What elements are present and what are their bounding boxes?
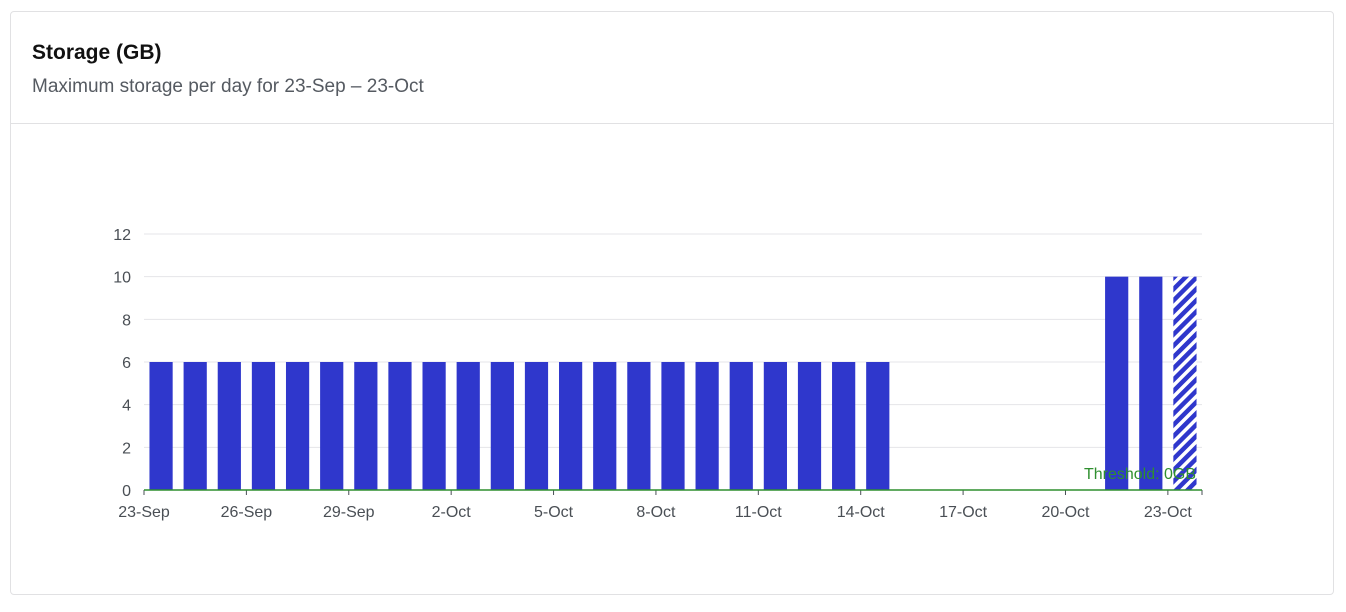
bar[interactable] — [695, 362, 719, 490]
card-header: Storage (GB) Maximum storage per day for… — [11, 12, 1333, 124]
bar[interactable] — [797, 362, 822, 490]
bar[interactable] — [354, 362, 378, 490]
x-tick-label: 11-Oct — [735, 504, 782, 521]
card-subtitle: Maximum storage per day for 23-Sep – 23-… — [32, 76, 424, 97]
y-tick-label: 0 — [122, 483, 131, 500]
bar[interactable] — [832, 362, 856, 490]
bar[interactable] — [559, 362, 583, 490]
bar[interactable] — [866, 362, 890, 490]
bar[interactable] — [1105, 276, 1129, 490]
x-tick-label: 29-Sep — [323, 504, 375, 521]
x-tick-label: 20-Oct — [1041, 504, 1090, 521]
y-tick-label: 2 — [122, 440, 131, 457]
x-tick-label: 26-Sep — [221, 504, 273, 521]
bar[interactable] — [251, 362, 276, 490]
bars — [149, 276, 1197, 490]
x-tick-label: 8-Oct — [636, 504, 676, 521]
bar[interactable] — [661, 362, 685, 490]
bar[interactable] — [217, 362, 241, 490]
bar[interactable] — [627, 362, 651, 490]
y-tick-label: 8 — [122, 312, 131, 329]
bar[interactable] — [422, 362, 446, 490]
bar[interactable] — [524, 362, 549, 490]
bar[interactable] — [320, 362, 344, 490]
y-tick-label: 6 — [122, 355, 131, 372]
labels: 0 2 4 6 8 10 12 23-Sep 26-Sep 29-Sep 2-Oct 5-Oct 8-O… — [113, 227, 1196, 521]
x-tick-label: 14-Oct — [837, 504, 886, 521]
x-tick-label: 5-Oct — [534, 504, 574, 521]
y-tick-label: 4 — [122, 398, 131, 415]
x-tick-label: 17-Oct — [939, 504, 988, 521]
bar[interactable] — [729, 362, 753, 490]
x-tick-label: 2-Oct — [432, 504, 472, 521]
bar-partial[interactable] — [1173, 276, 1197, 490]
bar[interactable] — [149, 362, 173, 490]
bar[interactable] — [593, 362, 617, 490]
card-title: Storage (GB) — [32, 41, 162, 64]
bar[interactable] — [490, 362, 514, 490]
bar[interactable] — [388, 362, 412, 490]
x-tick-label: 23-Sep — [118, 504, 170, 521]
y-tick-label: 10 — [113, 270, 131, 287]
x-tick-label: 23-Oct — [1144, 504, 1193, 521]
bar[interactable] — [285, 362, 310, 490]
bar[interactable] — [183, 362, 207, 490]
y-tick-label: 12 — [113, 227, 131, 244]
axes — [143, 489, 1203, 495]
bar[interactable] — [763, 362, 787, 490]
threshold-label: Threshold: 0GB — [1084, 466, 1196, 483]
bar[interactable] — [456, 362, 480, 490]
bar[interactable] — [1139, 276, 1163, 490]
